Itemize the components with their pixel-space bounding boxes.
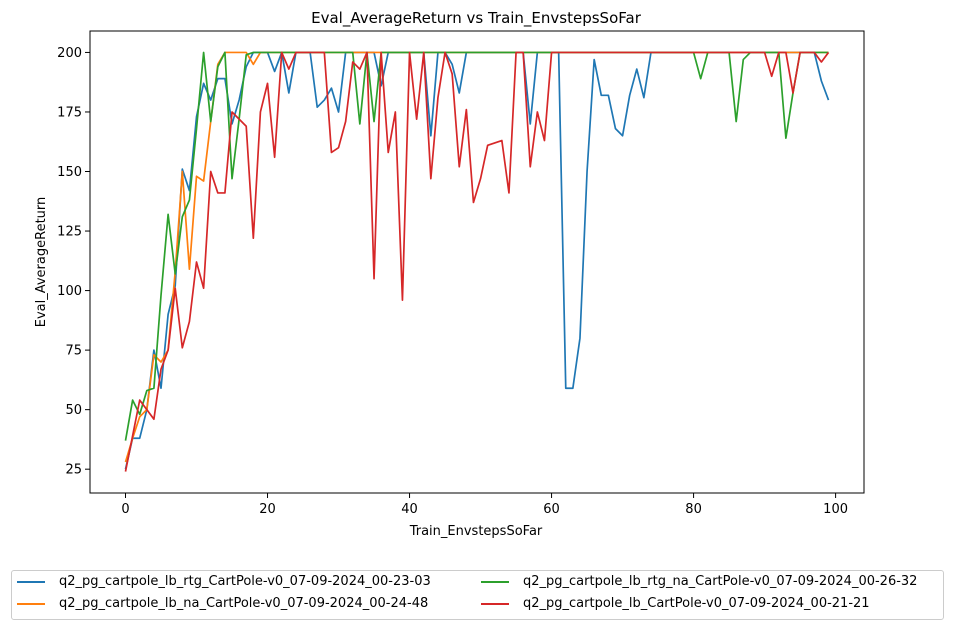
y-tick-label: 50 (65, 403, 82, 418)
legend-label: q2_pg_cartpole_lb_na_CartPole-v0_07-09-2… (59, 596, 429, 611)
y-axis-title: Eval_AverageReturn (34, 197, 49, 328)
x-tick-label: 40 (401, 502, 418, 517)
y-tick-label: 25 (65, 463, 82, 478)
y-tick-label: 75 (65, 344, 82, 359)
y-tick-label: 100 (57, 284, 82, 299)
x-tick-label: 20 (259, 502, 276, 517)
legend-label: q2_pg_cartpole_lb_rtg_CartPole-v0_07-09-… (59, 574, 431, 589)
y-tick-label: 175 (57, 105, 82, 120)
legend-entry: q2_pg_cartpole_lb_CartPole-v0_07-09-2024… (481, 596, 870, 611)
legend: q2_pg_cartpole_lb_rtg_CartPole-v0_07-09-… (11, 570, 944, 620)
legend-label: q2_pg_cartpole_lb_CartPole-v0_07-09-2024… (523, 596, 870, 611)
x-tick-label: 60 (543, 502, 560, 517)
legend-entry: q2_pg_cartpole_lb_rtg_na_CartPole-v0_07-… (481, 574, 917, 589)
x-tick-label: 100 (823, 502, 848, 517)
plot-area (89, 30, 865, 494)
legend-label: q2_pg_cartpole_lb_rtg_na_CartPole-v0_07-… (523, 574, 918, 589)
legend-swatch-red (481, 602, 509, 605)
x-axis-title: Train_EnvstepsSoFar (409, 524, 543, 539)
legend-swatch-orange (17, 602, 45, 605)
y-tick-label: 150 (57, 165, 82, 180)
x-tick-label: 80 (685, 502, 702, 517)
x-tick-label: 0 (121, 502, 129, 517)
legend-entry: q2_pg_cartpole_lb_rtg_CartPole-v0_07-09-… (17, 574, 431, 589)
legend-entry: q2_pg_cartpole_lb_na_CartPole-v0_07-09-2… (17, 596, 428, 611)
series-layer (124, 51, 830, 472)
y-tick-label: 125 (57, 225, 82, 240)
chart-title: Eval_AverageReturn vs Train_EnvstepsSoFa… (311, 9, 642, 28)
series-line-3 (124, 51, 830, 472)
ticks-layer: 0 20 40 60 80 100 25 50 75 100 125 150 175 200 (57, 46, 848, 517)
series-line-2 (124, 51, 829, 441)
legend-swatch-green (481, 580, 509, 583)
y-tick-label: 200 (57, 46, 82, 61)
legend-swatch-blue (17, 580, 45, 583)
